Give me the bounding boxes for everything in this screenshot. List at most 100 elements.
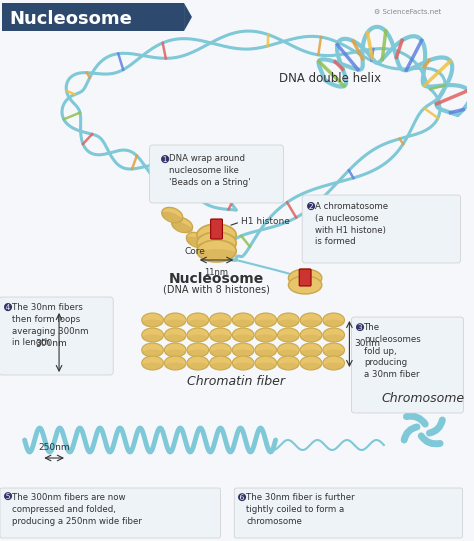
Ellipse shape xyxy=(186,233,207,248)
Ellipse shape xyxy=(278,328,299,342)
Ellipse shape xyxy=(210,328,231,342)
Ellipse shape xyxy=(164,343,186,357)
FancyBboxPatch shape xyxy=(234,488,463,538)
Ellipse shape xyxy=(255,328,276,342)
Ellipse shape xyxy=(278,362,299,370)
Text: 300nm: 300nm xyxy=(35,340,67,348)
FancyBboxPatch shape xyxy=(150,145,283,203)
Ellipse shape xyxy=(172,222,192,232)
Ellipse shape xyxy=(197,240,236,262)
Ellipse shape xyxy=(232,362,254,370)
Ellipse shape xyxy=(210,320,231,327)
Text: Chromosome: Chromosome xyxy=(382,392,465,405)
Ellipse shape xyxy=(187,313,209,327)
Ellipse shape xyxy=(232,320,254,327)
Ellipse shape xyxy=(300,313,322,327)
Ellipse shape xyxy=(142,334,164,341)
Ellipse shape xyxy=(323,320,345,327)
Text: The 300nm fibers are now
compressed and folded,
producing a 250nm wide fiber: The 300nm fibers are now compressed and … xyxy=(12,493,142,526)
Ellipse shape xyxy=(323,328,345,342)
Ellipse shape xyxy=(288,276,322,294)
Ellipse shape xyxy=(210,313,231,327)
Ellipse shape xyxy=(255,343,276,357)
Text: ⚙ ScienceFacts.net: ⚙ ScienceFacts.net xyxy=(374,9,441,15)
Ellipse shape xyxy=(164,356,186,370)
Text: ➎: ➎ xyxy=(4,493,12,503)
Ellipse shape xyxy=(197,232,236,254)
Ellipse shape xyxy=(255,356,276,370)
Ellipse shape xyxy=(197,249,236,259)
Text: ➊: ➊ xyxy=(162,155,170,165)
Ellipse shape xyxy=(278,313,299,327)
Text: 11nm: 11nm xyxy=(205,268,228,277)
Ellipse shape xyxy=(142,313,164,327)
FancyBboxPatch shape xyxy=(2,3,184,31)
Ellipse shape xyxy=(255,349,276,357)
Text: H1 histone: H1 histone xyxy=(241,217,290,227)
Ellipse shape xyxy=(164,328,186,342)
Ellipse shape xyxy=(300,334,322,341)
Ellipse shape xyxy=(187,362,209,370)
Ellipse shape xyxy=(300,349,322,357)
Ellipse shape xyxy=(164,362,186,370)
Text: Nucleosome: Nucleosome xyxy=(169,272,264,286)
Ellipse shape xyxy=(323,334,345,341)
Ellipse shape xyxy=(323,356,345,370)
Text: Core: Core xyxy=(184,247,205,256)
Ellipse shape xyxy=(232,334,254,341)
Text: ➍: ➍ xyxy=(4,303,12,313)
Ellipse shape xyxy=(300,343,322,357)
FancyBboxPatch shape xyxy=(351,317,464,413)
Ellipse shape xyxy=(164,334,186,341)
Ellipse shape xyxy=(210,362,231,370)
Ellipse shape xyxy=(187,349,209,357)
Ellipse shape xyxy=(164,313,186,327)
Ellipse shape xyxy=(197,233,236,243)
Text: 30nm: 30nm xyxy=(355,340,380,348)
FancyBboxPatch shape xyxy=(0,488,220,538)
Text: ➏: ➏ xyxy=(238,493,246,503)
Text: ➌: ➌ xyxy=(356,323,365,333)
Ellipse shape xyxy=(300,356,322,370)
Text: Chromatin fiber: Chromatin fiber xyxy=(187,375,285,388)
Ellipse shape xyxy=(164,349,186,357)
Polygon shape xyxy=(184,3,192,31)
Ellipse shape xyxy=(300,320,322,327)
Text: A chromatosome
(a nucleosome
with H1 histone)
is formed: A chromatosome (a nucleosome with H1 his… xyxy=(315,202,388,246)
Ellipse shape xyxy=(278,356,299,370)
Ellipse shape xyxy=(323,343,345,357)
Text: The
nucleosomes
fold up,
producing
a 30nm fiber: The nucleosomes fold up, producing a 30n… xyxy=(364,323,421,379)
Ellipse shape xyxy=(278,320,299,327)
Ellipse shape xyxy=(142,356,164,370)
Ellipse shape xyxy=(172,217,192,233)
Text: 250nm: 250nm xyxy=(38,443,70,452)
Ellipse shape xyxy=(278,334,299,341)
Ellipse shape xyxy=(187,320,209,327)
FancyBboxPatch shape xyxy=(302,195,461,263)
FancyBboxPatch shape xyxy=(299,269,311,286)
Ellipse shape xyxy=(210,343,231,357)
Ellipse shape xyxy=(164,320,186,327)
Ellipse shape xyxy=(142,328,164,342)
Ellipse shape xyxy=(210,349,231,357)
Ellipse shape xyxy=(232,349,254,357)
Text: Nucleosome: Nucleosome xyxy=(10,10,133,28)
FancyBboxPatch shape xyxy=(0,297,113,375)
Ellipse shape xyxy=(142,362,164,370)
Text: The 30nm fibers
then form loops
averaging 300nm
in length: The 30nm fibers then form loops averagin… xyxy=(12,303,88,347)
Ellipse shape xyxy=(162,207,182,222)
Text: DNA wrap around
nucleosome like
'Beads on a String': DNA wrap around nucleosome like 'Beads o… xyxy=(169,154,251,187)
Ellipse shape xyxy=(232,356,254,370)
Ellipse shape xyxy=(300,362,322,370)
Ellipse shape xyxy=(323,362,345,370)
Ellipse shape xyxy=(187,237,207,247)
Ellipse shape xyxy=(187,343,209,357)
Ellipse shape xyxy=(278,349,299,357)
Text: ➋: ➋ xyxy=(307,202,315,212)
Ellipse shape xyxy=(323,349,345,357)
Ellipse shape xyxy=(255,313,276,327)
Ellipse shape xyxy=(187,334,209,341)
FancyBboxPatch shape xyxy=(210,219,222,239)
Text: The 30nm fiber is further
tightly coiled to form a
chromosome: The 30nm fiber is further tightly coiled… xyxy=(246,493,355,526)
Ellipse shape xyxy=(255,362,276,370)
